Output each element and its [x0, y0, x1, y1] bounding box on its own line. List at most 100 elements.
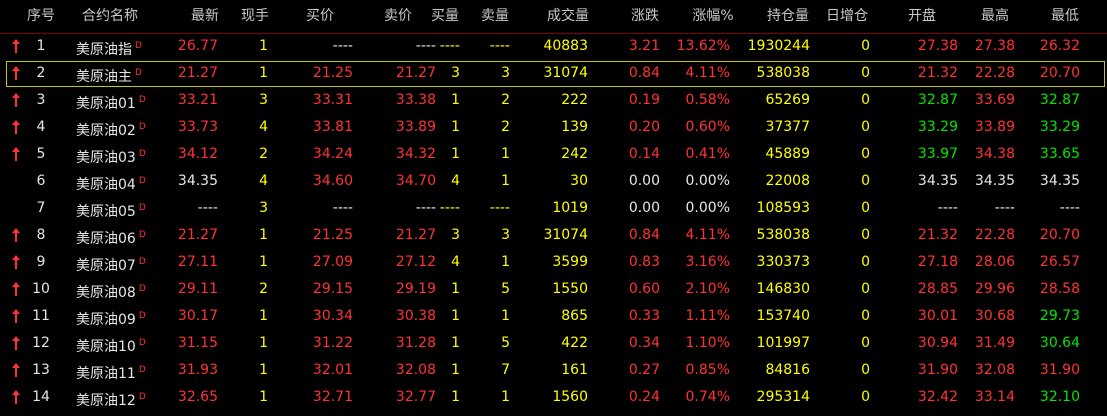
- cell: 0: [861, 65, 870, 81]
- cell: 7: [501, 362, 510, 378]
- cell: 30: [570, 173, 588, 189]
- contract-name: 美原油12 D: [76, 384, 146, 411]
- cell: 1: [259, 38, 268, 54]
- cell: 21.32: [917, 227, 958, 243]
- cell: 0.20: [628, 119, 660, 135]
- name-text: 美原油02: [76, 123, 136, 139]
- cell: 1930244: [747, 38, 810, 54]
- cell: 34.38: [974, 146, 1015, 162]
- cell: 28.06: [974, 254, 1015, 270]
- contract-name: 美原油10 D: [76, 330, 146, 357]
- cell: 2: [259, 146, 268, 162]
- cell: ----: [439, 38, 460, 54]
- cell: 108593: [756, 200, 810, 216]
- name-text: 美原油10: [76, 339, 136, 355]
- selected-row-outline: [6, 61, 1105, 87]
- cell: 1: [259, 65, 268, 81]
- cell: 1550: [552, 281, 588, 297]
- cell: 29.11: [177, 281, 218, 297]
- cell: 30.34: [312, 308, 353, 324]
- cell: 4: [451, 173, 460, 189]
- column-header: 最高: [981, 8, 1009, 24]
- cell: 34.35: [1039, 173, 1080, 189]
- name-marker: D: [138, 338, 146, 348]
- cell: 422: [561, 335, 588, 351]
- cell: 32.87: [917, 92, 958, 108]
- cell: 37377: [765, 119, 810, 135]
- cell: 34.12: [177, 146, 218, 162]
- cell: 1560: [552, 389, 588, 405]
- name-marker: D: [138, 392, 146, 402]
- up-arrow: [12, 282, 20, 296]
- cell: 1: [259, 254, 268, 270]
- cell: 13.62%: [676, 38, 730, 54]
- cell: 31.28: [395, 335, 436, 351]
- name-text: 美原油08: [76, 285, 136, 301]
- cell: 0: [861, 254, 870, 270]
- cell: 146830: [756, 281, 810, 297]
- column-header: 买量: [431, 8, 459, 24]
- cell: 0: [861, 200, 870, 216]
- column-header: 涨幅%: [692, 8, 734, 24]
- cell: 1: [501, 254, 510, 270]
- name-marker: D: [138, 311, 146, 321]
- cell: 0: [861, 119, 870, 135]
- cell: 1: [501, 389, 510, 405]
- cell: 32.10: [1039, 389, 1080, 405]
- cell: 20.70: [1039, 65, 1080, 81]
- cell: 0.00: [628, 173, 660, 189]
- contract-name: 美原油03 D: [76, 141, 146, 168]
- cell: 40883: [543, 38, 588, 54]
- cell: 7: [36, 200, 46, 216]
- contract-name: 美原油指 D: [76, 33, 142, 60]
- cell: 27.38: [917, 38, 958, 54]
- column-header: 卖量: [481, 8, 509, 24]
- cell: 33.89: [974, 119, 1015, 135]
- cell: ----: [332, 200, 353, 216]
- cell: 538038: [756, 227, 810, 243]
- cell: 1: [451, 362, 460, 378]
- cell: 0.85%: [685, 362, 730, 378]
- cell: 0: [861, 335, 870, 351]
- name-text: 美原油主: [76, 69, 132, 85]
- cell: 0.60: [628, 281, 660, 297]
- cell: 11: [32, 308, 50, 324]
- cell: 32.87: [1039, 92, 1080, 108]
- cell: 84816: [765, 362, 810, 378]
- cell: 1019: [552, 200, 588, 216]
- cell: 0.00%: [685, 173, 730, 189]
- contract-name: 美原油05 D: [76, 195, 146, 222]
- column-header: 涨跌: [631, 8, 659, 24]
- cell: 3.21: [628, 38, 660, 54]
- cell: 0.74%: [685, 389, 730, 405]
- cell: 21.27: [177, 65, 218, 81]
- cell: 1: [451, 389, 460, 405]
- cell: 65269: [765, 92, 810, 108]
- header-divider: [0, 33, 1107, 34]
- cell: 1: [259, 335, 268, 351]
- cell: 34.35: [917, 173, 958, 189]
- name-marker: D: [138, 203, 146, 213]
- cell: 33.14: [974, 389, 1015, 405]
- contract-name: 美原油02 D: [76, 114, 146, 141]
- cell: 29.73: [1039, 308, 1080, 324]
- cell: 30.01: [917, 308, 958, 324]
- cell: 45889: [765, 146, 810, 162]
- cell: 27.38: [974, 38, 1015, 54]
- cell: ----: [937, 200, 958, 216]
- cell: 33.81: [312, 119, 353, 135]
- cell: 30.94: [917, 335, 958, 351]
- cell: 34.32: [395, 146, 436, 162]
- cell: 0.24: [628, 389, 660, 405]
- cell: 26.57: [1039, 254, 1080, 270]
- cell: 27.18: [917, 254, 958, 270]
- cell: 1: [259, 389, 268, 405]
- cell: 0: [861, 281, 870, 297]
- cell: 4.11%: [685, 65, 730, 81]
- cell: 32.65: [177, 389, 218, 405]
- cell: 21.25: [312, 65, 353, 81]
- cell: 3: [501, 65, 510, 81]
- cell: 1: [259, 362, 268, 378]
- name-text: 美原油06: [76, 231, 136, 247]
